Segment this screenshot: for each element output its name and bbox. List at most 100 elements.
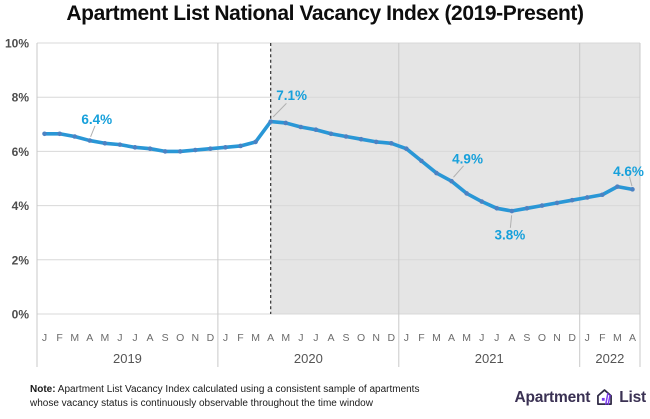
data-point — [434, 170, 439, 176]
month-tick-label: N — [553, 332, 561, 344]
month-tick-label: J — [42, 332, 47, 344]
data-point — [584, 195, 590, 200]
month-tick-label: J — [132, 332, 137, 344]
data-point — [72, 134, 77, 139]
data-point — [388, 140, 394, 146]
data-point — [449, 178, 454, 184]
month-tick-label: F — [237, 332, 243, 344]
annotation-leader — [90, 125, 96, 137]
data-point — [600, 192, 605, 198]
month-tick-label: D — [387, 332, 395, 344]
month-tick-label: A — [86, 332, 93, 344]
footnote-line2: whose vacancy status is continuously obs… — [30, 398, 373, 409]
data-point — [328, 131, 334, 137]
data-point — [404, 146, 409, 151]
year-label-2019: 2019 — [113, 351, 142, 366]
data-point — [268, 119, 273, 124]
month-tick-label: F — [56, 332, 62, 344]
logo-text-list: List — [619, 388, 646, 406]
logo-text-apartment: Apartment — [514, 388, 591, 406]
data-point — [630, 187, 635, 192]
data-point — [343, 134, 349, 139]
data-point — [238, 143, 243, 149]
month-tick-label: J — [479, 332, 484, 344]
month-tick-label: M — [281, 332, 290, 344]
data-point — [162, 149, 168, 154]
annotation-4.6%: 4.6% — [613, 164, 644, 179]
data-point — [479, 199, 485, 204]
month-tick-label: A — [147, 332, 154, 344]
annotation-3.8%: 3.8% — [494, 228, 525, 243]
month-tick-label: J — [298, 332, 303, 344]
month-tick-label: O — [357, 332, 365, 344]
month-tick-label: M — [613, 332, 622, 344]
annotation-leader — [453, 165, 464, 178]
footnote-line1: Apartment List Vacancy Index calculated … — [55, 384, 420, 395]
year-label-2020: 2020 — [294, 351, 323, 366]
data-point — [117, 142, 123, 147]
data-point — [147, 146, 153, 151]
data-point — [42, 131, 47, 137]
month-tick-label: M — [432, 332, 441, 344]
footnote-label: Note: — [30, 384, 56, 395]
month-tick-label: J — [117, 332, 122, 344]
data-point — [87, 138, 93, 143]
data-point — [358, 136, 364, 142]
data-point — [102, 140, 108, 146]
year-label-2021: 2021 — [475, 351, 504, 366]
month-tick-label: J — [223, 332, 228, 344]
data-point — [419, 158, 424, 164]
apartment-list-logo: Apartment List — [514, 387, 647, 408]
month-tick-label: J — [313, 332, 318, 344]
data-point — [569, 197, 575, 203]
month-tick-label: A — [327, 332, 334, 344]
data-point — [223, 145, 228, 150]
data-point — [373, 139, 379, 145]
y-tick-label-6: 6% — [12, 145, 30, 159]
annotation-leader — [628, 176, 633, 187]
month-tick-label: M — [251, 332, 260, 344]
month-tick-label: M — [70, 332, 79, 344]
y-tick-label-2: 2% — [12, 253, 30, 267]
y-tick-label-4: 4% — [12, 199, 30, 213]
month-tick-label: J — [494, 332, 499, 344]
data-point — [494, 206, 500, 211]
month-tick-label: S — [162, 332, 169, 344]
apartment-list-logo-icon — [597, 389, 613, 405]
month-tick-label: O — [538, 332, 546, 344]
data-point — [283, 120, 289, 126]
vacancy-trend-line — [42, 119, 635, 213]
data-point — [509, 208, 515, 214]
month-tick-label: A — [448, 332, 455, 344]
annotation-4.9%: 4.9% — [452, 152, 483, 167]
data-point — [554, 200, 560, 206]
data-point — [524, 206, 530, 211]
month-tick-label: D — [568, 332, 576, 344]
annotation-7.1%: 7.1% — [276, 88, 307, 103]
month-tick-label: J — [404, 332, 409, 344]
month-tick-label: S — [523, 332, 530, 344]
month-tick-label: M — [100, 332, 109, 344]
month-tick-label: S — [343, 332, 350, 344]
pandemic-shaded-region — [270, 43, 640, 314]
month-tick-label: J — [585, 332, 590, 344]
annotation-6.4%: 6.4% — [81, 112, 112, 127]
annotation-leader — [272, 103, 287, 118]
chart-title: Apartment List National Vacancy Index (2… — [66, 2, 584, 25]
data-point — [253, 139, 258, 145]
month-tick-label: A — [267, 332, 274, 344]
data-point — [177, 149, 183, 154]
year-label-2022: 2022 — [595, 351, 624, 366]
month-tick-label: M — [462, 332, 471, 344]
data-point — [208, 146, 213, 151]
y-tick-label-8: 8% — [12, 91, 30, 105]
y-tick-label-0: 0% — [12, 308, 30, 322]
data-point — [539, 203, 545, 208]
month-tick-label: A — [629, 332, 636, 344]
month-tick-label: A — [508, 332, 515, 344]
data-point — [464, 191, 469, 196]
data-point — [313, 127, 319, 133]
data-point — [298, 124, 304, 130]
